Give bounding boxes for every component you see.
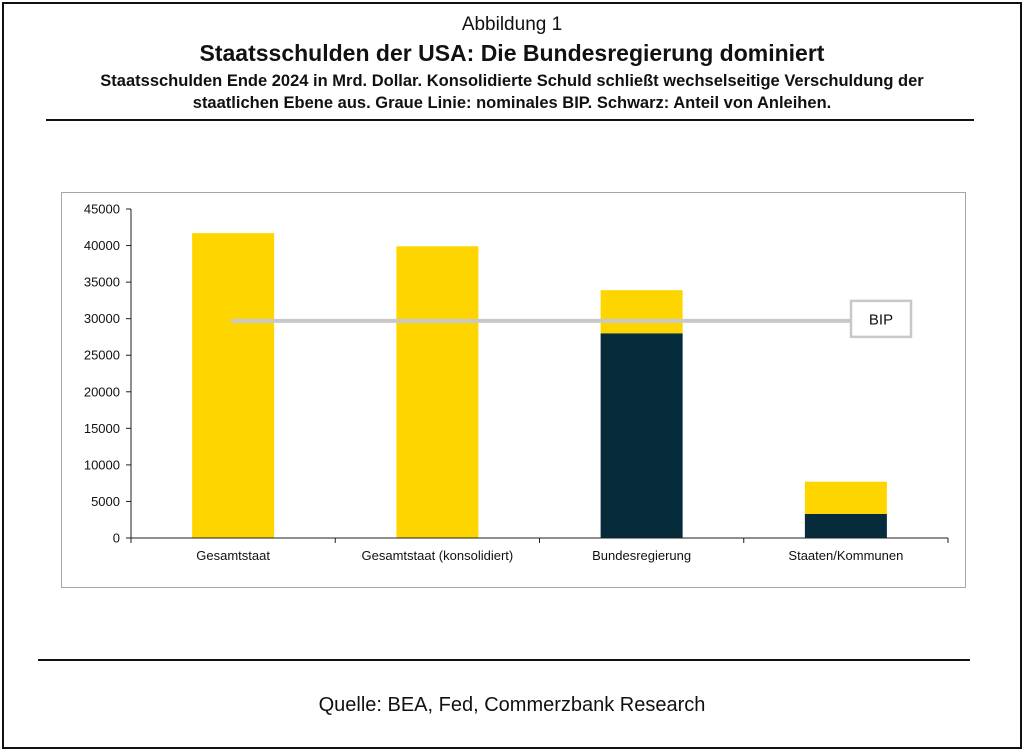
- bar-segment: [600, 290, 683, 334]
- y-tick-label: 15000: [84, 421, 120, 436]
- y-tick-label: 40000: [84, 238, 120, 253]
- bar-segment: [804, 481, 887, 514]
- chart-subtitle: Staatsschulden Ende 2024 in Mrd. Dollar.…: [40, 70, 984, 114]
- figure-label: Abbildung 1: [461, 14, 563, 35]
- x-category-label: Gesamtstaat: [196, 548, 270, 563]
- x-category-label: Staaten/Kommunen: [788, 548, 903, 563]
- source-note: Quelle: BEA, Fed, Commerzbank Research: [318, 694, 706, 716]
- bar-segment: [192, 233, 275, 539]
- x-category-label: Gesamtstaat (konsolidiert): [362, 548, 514, 563]
- gdp-label-box: [849, 299, 913, 339]
- bar-segment: [396, 246, 479, 538]
- bar-segment: [804, 513, 887, 538]
- y-tick-label: 0: [113, 531, 120, 546]
- chart-subtitle-line-1: Staatsschulden Ende 2024 in Mrd. Dollar.…: [100, 72, 924, 90]
- gdp-label: BIP: [869, 311, 893, 328]
- y-tick-label: 30000: [84, 311, 120, 326]
- chart-title: Staatsschulden der USA: Die Bundesregier…: [199, 40, 825, 66]
- header-divider: [46, 119, 974, 121]
- chart-subtitle-line-2: staatlichen Ebene aus. Graue Linie: nomi…: [192, 94, 832, 112]
- y-tick-label: 10000: [84, 457, 120, 472]
- chart-area: 0 5000 10000 15000 20000 25000 30000 35000 40000…: [61, 192, 966, 588]
- y-tick-label: 25000: [84, 348, 120, 363]
- bar-chart: 0 5000 10000 15000 20000 25000 30000 35000 40000…: [84, 202, 949, 563]
- y-tick-label: 20000: [84, 384, 120, 399]
- y-tick-label: 35000: [84, 275, 120, 290]
- y-tick-label: 5000: [91, 494, 120, 509]
- bar-segment: [600, 333, 683, 538]
- x-category-label: Bundesregierung: [592, 548, 691, 563]
- y-tick-label: 45000: [84, 202, 120, 217]
- footer-divider: [38, 659, 970, 661]
